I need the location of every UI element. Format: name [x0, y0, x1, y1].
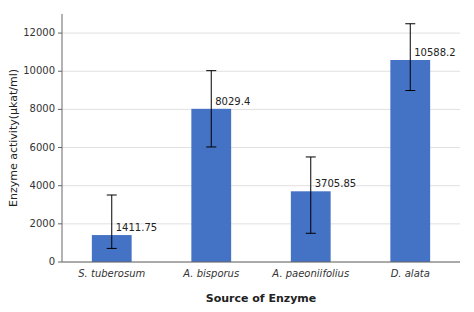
data-label: 1411.75: [116, 222, 157, 233]
y-tick: [58, 223, 62, 224]
error-cap: [206, 70, 216, 71]
error-cap: [206, 146, 216, 147]
y-tick-label: 8000: [30, 103, 55, 114]
bar: [390, 60, 430, 262]
error-bar: [206, 71, 216, 147]
x-axis-line: [62, 262, 460, 263]
y-tick: [58, 71, 62, 72]
data-label: 10588.2: [414, 47, 455, 58]
x-axis-label: Source of Enzyme: [206, 292, 317, 305]
y-tick-label: 4000: [30, 180, 55, 191]
y-tick-label: 12000: [23, 27, 55, 38]
error-line: [211, 71, 212, 147]
error-line: [410, 24, 411, 91]
error-cap: [405, 23, 415, 24]
y-axis-label: Enzyme activity(μkat/ml): [7, 69, 20, 207]
plot-marks: [92, 24, 430, 262]
chart: 0 2000 4000 6000 8000 10000 12000 1411.75 8029.4…: [0, 0, 474, 312]
y-tick-label: 6000: [30, 142, 55, 153]
x-tick-label: D. alata: [391, 268, 430, 279]
y-tick-label: 0: [49, 256, 55, 267]
error-line: [111, 195, 112, 248]
y-axis-line: [62, 14, 63, 262]
error-cap: [107, 195, 117, 196]
data-label: 3705.85: [315, 178, 356, 189]
y-tick-label: 2000: [30, 218, 55, 229]
grid-line: [62, 33, 460, 34]
y-tick: [58, 33, 62, 34]
y-tick: [58, 262, 62, 263]
x-tick-label: A. paeoniifolius: [271, 268, 349, 279]
error-line: [310, 157, 311, 233]
x-tick-label: S. tuberosum: [78, 268, 145, 279]
grid-line: [62, 262, 460, 263]
y-tick: [58, 185, 62, 186]
y-tick-label: 10000: [23, 65, 55, 76]
y-tick: [58, 147, 62, 148]
data-label: 8029.4: [215, 96, 250, 107]
error-cap: [306, 233, 316, 234]
error-bar: [306, 157, 316, 233]
x-tick-label: A. bisporus: [182, 268, 239, 279]
error-cap: [107, 248, 117, 249]
error-cap: [306, 156, 316, 157]
error-cap: [405, 90, 415, 91]
y-tick: [58, 109, 62, 110]
